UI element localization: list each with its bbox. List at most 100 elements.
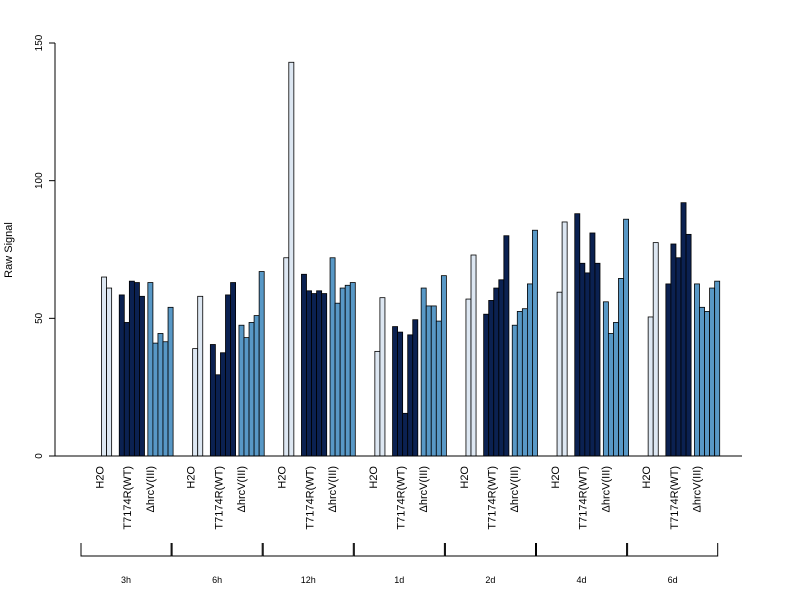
bar (197, 295, 204, 457)
bar (321, 293, 328, 457)
timepoint-brackets: 3h 6h 12h 1d 2d 4d 6d (80, 543, 719, 585)
bar (527, 283, 533, 457)
bar (344, 284, 351, 457)
bar (283, 257, 290, 457)
group-label: T7174R(WT) (487, 466, 499, 530)
timepoint-bracket (171, 543, 263, 557)
bar (349, 282, 356, 457)
bar (470, 254, 477, 457)
bar (301, 273, 307, 457)
bar (503, 235, 510, 457)
bar (704, 311, 710, 457)
bar (209, 344, 216, 457)
bar (675, 257, 682, 457)
group-label: ΔhrcV(III) (236, 466, 248, 512)
bar (243, 337, 250, 457)
bar (521, 308, 528, 457)
group-label: ΔhrcV(III) (418, 466, 430, 512)
timepoint-bracket (627, 543, 719, 557)
bar (311, 293, 317, 457)
bar (579, 262, 586, 457)
timepoint-bracket (536, 543, 628, 557)
bar (623, 218, 629, 457)
bar (220, 352, 226, 457)
bar (392, 326, 398, 457)
bar (680, 202, 687, 457)
y-axis-title: Raw Signal (3, 222, 15, 278)
group-label: T7174R(WT) (669, 466, 681, 530)
bar (498, 279, 505, 457)
bar (440, 275, 447, 457)
group-label: H2O (550, 466, 562, 489)
group-label: T7174R(WT) (213, 466, 225, 530)
group-label: H2O (186, 466, 198, 489)
bar (329, 257, 336, 457)
bar (652, 242, 659, 457)
bar (647, 316, 654, 457)
bar (123, 322, 130, 457)
bar (488, 300, 495, 457)
bar (608, 333, 614, 457)
group-label: ΔhrcV(III) (600, 466, 612, 512)
group-label: ΔhrcV(III) (509, 466, 521, 512)
y-axis: 0 50 100 150 (34, 34, 56, 459)
bar (584, 272, 591, 457)
bar (248, 322, 255, 457)
bar (589, 232, 596, 457)
group-label: H2O (459, 466, 471, 489)
bar (253, 315, 260, 457)
bar (288, 61, 295, 457)
y-tick-label: 150 (34, 34, 45, 51)
bar (379, 297, 386, 457)
group-label: T7174R(WT) (396, 466, 408, 530)
bars (101, 61, 721, 457)
bar (214, 374, 221, 457)
bar (407, 334, 414, 457)
bar (101, 276, 108, 457)
bar (139, 295, 145, 457)
bar (574, 213, 581, 457)
bar (162, 341, 169, 457)
bar (402, 412, 409, 457)
timepoint-bracket (80, 543, 172, 557)
bar (334, 302, 341, 457)
bar (374, 350, 381, 457)
bar (714, 280, 721, 457)
timepoint-label: 3h (121, 575, 131, 585)
timepoint-label: 2d (485, 575, 495, 585)
bar (397, 331, 404, 457)
group-label: H2O (368, 466, 380, 489)
group-label: H2O (277, 466, 289, 489)
group-label: T7174R(WT) (578, 466, 590, 530)
bar (435, 320, 442, 457)
y-tick-label: 100 (34, 172, 45, 189)
group-label: ΔhrcV(III) (145, 466, 157, 512)
group-label: H2O (95, 466, 107, 489)
bar (483, 313, 490, 457)
timepoint-bracket (262, 543, 354, 557)
group-label: H2O (641, 466, 653, 489)
timepoint-label: 6h (212, 575, 222, 585)
group-label: ΔhrcV(III) (327, 466, 339, 512)
bar (238, 324, 245, 457)
group-labels: H2O T7174R(WT) ΔhrcV(III) H2O T7174R(WT) Δhrc… (95, 466, 704, 530)
timepoint-bracket (444, 543, 536, 557)
group-label: T7174R(WT) (122, 466, 134, 530)
bar (192, 348, 199, 457)
bar (339, 287, 346, 457)
bar (430, 305, 437, 457)
timepoint-label: 1d (394, 575, 404, 585)
bar (465, 298, 472, 457)
timepoint-bracket (353, 543, 445, 557)
timepoint-label: 6d (668, 575, 678, 585)
bar (147, 282, 154, 457)
timepoint-label: 12h (301, 575, 316, 585)
bar (230, 282, 237, 457)
bar (258, 271, 265, 457)
bar (133, 282, 140, 457)
bar (613, 322, 619, 457)
bar (157, 333, 164, 457)
bar (118, 294, 125, 457)
bar (618, 278, 624, 457)
